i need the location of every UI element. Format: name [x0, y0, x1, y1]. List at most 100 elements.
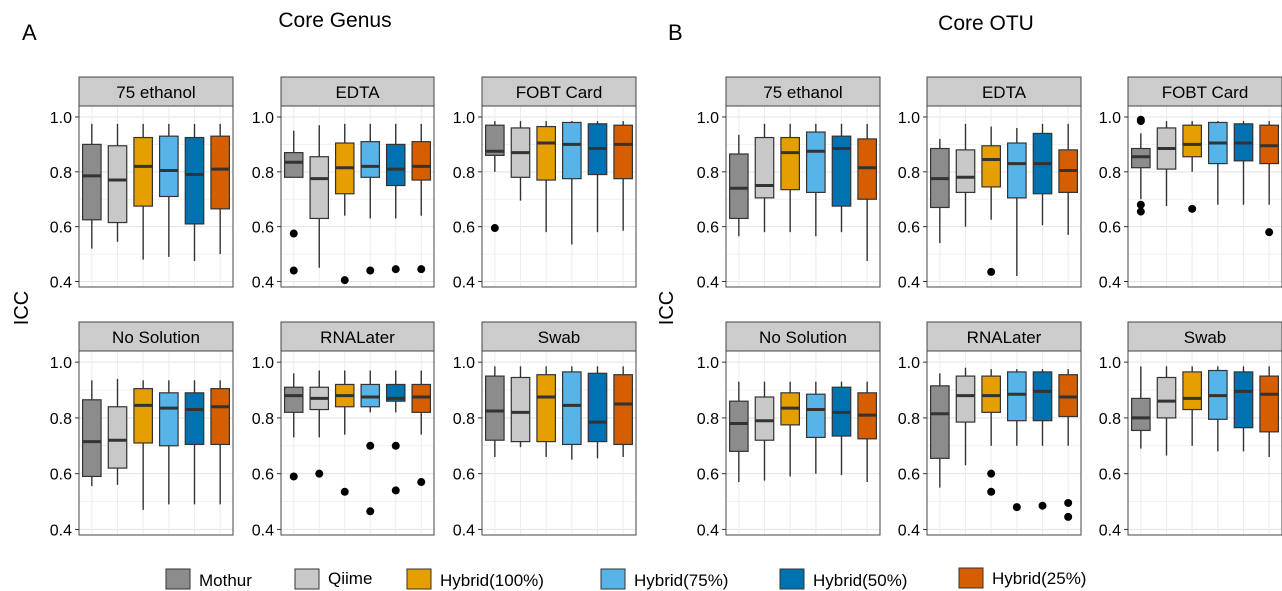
boxplot-box — [780, 123, 801, 233]
y-tick-label: 0.4 — [697, 275, 719, 292]
y-tick-label: 0.6 — [697, 220, 719, 237]
y-tick-label: 1.0 — [697, 355, 719, 372]
facet-strip-label: Swab — [1184, 328, 1227, 347]
boxplot-box — [561, 366, 582, 460]
y-tick-label: 1.0 — [898, 110, 920, 127]
boxplot-box — [510, 121, 531, 201]
box-body — [754, 136, 775, 199]
y-tick-label: 0.8 — [1099, 165, 1121, 182]
boxplot-box — [133, 380, 154, 510]
facet-strip-label: No Solution — [759, 328, 847, 347]
facet-strip-label: Swab — [538, 328, 581, 347]
box-body — [107, 406, 128, 469]
box-body — [81, 399, 102, 478]
boxplot-box — [857, 123, 878, 261]
boxplot-box — [184, 123, 205, 261]
facet-strip — [926, 76, 1082, 107]
boxplot-box — [955, 123, 976, 227]
facet-strip — [280, 321, 435, 352]
boxplot-box — [1182, 121, 1203, 213]
y-tick-label: 0.6 — [252, 220, 274, 237]
boxplot-box — [981, 369, 1002, 496]
panel-b-letter: B — [668, 20, 683, 45]
box-body — [613, 374, 634, 445]
y-tick-label: 0.6 — [50, 467, 72, 484]
outlier-point — [315, 469, 324, 478]
facet-strip — [78, 321, 234, 352]
facet-strip-label: EDTA — [335, 83, 380, 102]
outlier-point — [1012, 503, 1021, 512]
legend-label: Hybrid(25%) — [992, 569, 1086, 588]
panel-border — [78, 350, 234, 536]
boxplot-box — [510, 366, 531, 448]
boxplot-box — [107, 378, 128, 485]
y-tick-label: 0.4 — [50, 275, 72, 292]
box-body — [613, 124, 634, 180]
box-body — [981, 145, 1002, 188]
boxplot-box — [613, 366, 634, 457]
box-body — [831, 135, 852, 207]
y-tick-label: 1.0 — [252, 110, 274, 127]
y-tick-label: 1.0 — [50, 110, 72, 127]
outlier-point — [1136, 200, 1145, 209]
y-tick-label: 0.6 — [453, 220, 475, 237]
boxplot-box — [805, 381, 826, 474]
box-body — [1130, 397, 1151, 432]
boxplot-box — [360, 123, 381, 275]
y-tick-label: 0.4 — [252, 275, 274, 292]
box-body — [587, 372, 608, 443]
boxplot-box — [805, 123, 826, 237]
box-body — [210, 135, 231, 210]
box-body — [536, 374, 557, 443]
plot-background — [79, 351, 233, 535]
outlier-point — [340, 276, 349, 285]
y-tick-label: 0.6 — [1099, 220, 1121, 237]
legend-label: Mothur — [199, 571, 252, 590]
box-body — [929, 385, 950, 459]
box-body — [158, 392, 179, 447]
outlier-point — [1265, 228, 1274, 237]
outlier-point — [1038, 501, 1047, 510]
y-tick-label: 0.8 — [50, 411, 72, 428]
boxplot-box — [1233, 121, 1254, 205]
facet-panel: No Solution 0.4 0.6 0.8 1.0 — [50, 321, 234, 539]
boxplot-box — [210, 123, 231, 255]
plot-background — [1128, 351, 1282, 535]
facet-strip-label: FOBT Card — [516, 83, 603, 102]
facet-panel: FOBT Card 0.4 0.6 0.8 1.0 — [1099, 76, 1282, 292]
legend-swatch — [779, 568, 805, 590]
outlier-point — [366, 266, 375, 275]
box-body — [561, 371, 582, 445]
box-body — [158, 135, 179, 198]
boxplot-box — [1156, 366, 1177, 456]
y-tick-label: 0.6 — [898, 220, 920, 237]
boxplot-box — [1130, 115, 1151, 216]
facet-strip — [78, 76, 234, 107]
boxplot-box — [929, 373, 950, 488]
plot-background — [79, 106, 233, 287]
box-body — [805, 131, 826, 193]
panel-border — [280, 350, 435, 536]
box-body — [133, 136, 154, 207]
boxplot-box — [1233, 366, 1254, 452]
boxplot-box — [981, 126, 1002, 276]
box-body — [210, 388, 231, 445]
y-tick-label: 1.0 — [898, 355, 920, 372]
panel-border — [1127, 105, 1282, 288]
outlier-point — [366, 507, 375, 516]
boxplot-box — [309, 370, 330, 478]
y-tick-label: 0.8 — [697, 411, 719, 428]
outlier-point — [289, 266, 298, 275]
panel-a-title: Core Genus — [278, 9, 391, 32]
boxplot-box — [385, 370, 406, 495]
legend-swatch — [294, 568, 320, 590]
boxplot-box — [1207, 121, 1228, 205]
box-body — [360, 141, 381, 178]
boxplot-box — [1058, 123, 1079, 235]
y-tick-label: 0.4 — [898, 522, 920, 539]
box-body — [561, 121, 582, 180]
panel-a-letter: A — [22, 20, 37, 45]
box-body — [184, 136, 205, 225]
y-tick-label: 1.0 — [50, 355, 72, 372]
boxplot-box — [587, 366, 608, 459]
